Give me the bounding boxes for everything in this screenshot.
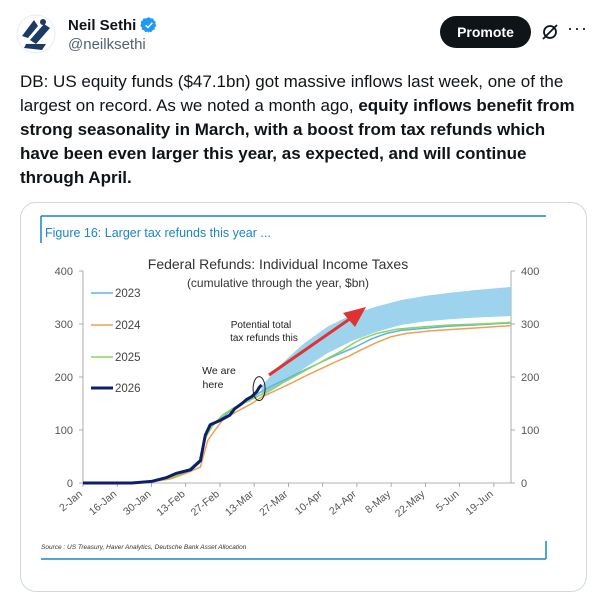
x-tick-label: 19-Jun: [463, 488, 495, 518]
y-tick-label-left: 100: [55, 425, 73, 437]
chart-annotations: We are here Potential total tax refunds thi…: [202, 307, 366, 402]
y-tick-label-left: 0: [67, 478, 73, 490]
annotation-we-are-here-line1: We are: [202, 365, 236, 377]
x-tick-label: 16-Jan: [87, 488, 119, 518]
series-line-2024: [83, 324, 512, 484]
potential-refunds-band: [261, 286, 511, 398]
author-name-label[interactable]: Neil Sethi: [68, 16, 137, 34]
red-arrow-head: [343, 307, 366, 327]
x-tick-label: 27-Feb: [189, 488, 222, 519]
figure-caption: Figure 16: Larger tax refunds this year …: [45, 226, 271, 240]
author-name[interactable]: Neil Sethi: [68, 16, 158, 34]
chart-legend: 2023 2024 2025 2026: [91, 288, 141, 395]
x-tick-label: 8-May: [363, 488, 394, 516]
x-tick-label: 10-Apr: [293, 488, 325, 518]
figure-source: Source : US Treasury, Haver Analytics, D…: [41, 544, 247, 551]
chart-title: Federal Refunds: Individual Income Taxes: [148, 256, 408, 272]
chart-series: [83, 321, 512, 485]
series-line-2023: [83, 322, 512, 484]
legend-label-2024: 2024: [115, 320, 141, 332]
x-tick-label: 30-Jan: [121, 488, 153, 518]
red-arrow-shaft: [268, 314, 355, 377]
grok-icon[interactable]: [540, 22, 560, 42]
avatar-logo-icon: [16, 14, 56, 54]
legend-label-2025: 2025: [115, 352, 141, 364]
x-tick-label: 5-Jun: [434, 488, 462, 514]
y-tick-label-right: 200: [521, 372, 539, 384]
more-options-button[interactable]: ···: [567, 18, 588, 38]
promote-button[interactable]: Promote: [440, 16, 531, 48]
chart-band: [261, 286, 511, 398]
x-tick-label: 13-Feb: [154, 488, 187, 519]
x-tick-label: 27-Mar: [257, 488, 291, 519]
x-tick-label: 24-Apr: [327, 488, 359, 518]
chart-subtitle: (cumulative through the year, $bn): [187, 276, 369, 290]
tweet-text-bold: equity inflows benefit from strong seaso…: [20, 96, 575, 187]
y-tick-label-right: 100: [521, 425, 539, 437]
legend-label-2023: 2023: [115, 288, 141, 300]
author-handle[interactable]: @neilksethi: [68, 36, 146, 53]
tweet-text: DB: US equity funds ($47.1bn) got massiv…: [20, 70, 585, 190]
y-tick-label-right: 300: [521, 319, 539, 331]
annotation-potential-line2: tax refunds this: [230, 333, 298, 344]
annotation-potential-line1: Potential total: [231, 320, 292, 331]
y-tick-label-right: 0: [521, 478, 527, 490]
chart: Figure 16: Larger tax refunds this year …: [40, 215, 547, 560]
y-tick-label-right: 400: [521, 266, 539, 278]
series-line-2025: [83, 321, 512, 484]
y-tick-label-left: 400: [55, 266, 73, 278]
x-tick-label: 22-May: [393, 488, 428, 520]
x-tick-label: 13-Mar: [223, 488, 257, 519]
series-line-2026: [83, 383, 263, 485]
y-tick-label-left: 200: [55, 372, 73, 384]
we-are-here-circle: [252, 376, 266, 402]
tweet-text-plain: DB: US equity funds ($47.1bn) got massiv…: [20, 72, 564, 115]
annotation-we-are-here-line2: here: [202, 379, 223, 391]
y-tick-label-left: 300: [55, 319, 73, 331]
legend-label-2026: 2026: [115, 383, 141, 395]
x-tick-label: 2-Jan: [57, 488, 85, 514]
avatar[interactable]: [16, 14, 56, 54]
tweet-image-card[interactable]: Figure 16: Larger tax refunds this year …: [20, 202, 587, 592]
verified-badge-icon: [140, 17, 157, 33]
